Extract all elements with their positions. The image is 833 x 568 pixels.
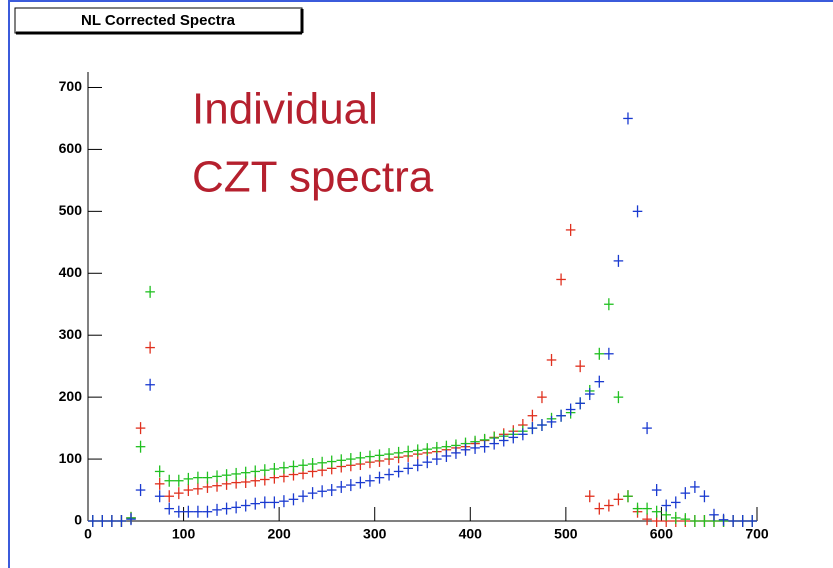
x-tick-label: 300 (363, 526, 387, 542)
y-tick-label: 0 (74, 512, 82, 528)
chart-title: NL Corrected Spectra (81, 12, 236, 29)
y-tick-label: 600 (59, 140, 83, 156)
title-box (14, 7, 303, 34)
y-tick-label: 200 (59, 388, 83, 404)
annotation: Individual (192, 85, 378, 134)
x-tick-label: 400 (459, 526, 483, 542)
y-tick-label: 400 (59, 264, 83, 280)
y-tick-label: 100 (59, 450, 83, 466)
x-tick-label: 600 (650, 526, 674, 542)
x-tick-label: 0 (84, 526, 92, 542)
y-tick-label: 300 (59, 326, 83, 342)
y-tick-label: 500 (59, 202, 83, 218)
y-tick-label: 700 (59, 78, 83, 94)
x-tick-label: 700 (745, 526, 769, 542)
x-tick-label: 500 (554, 526, 578, 542)
x-tick-label: 200 (267, 526, 291, 542)
x-tick-label: 100 (172, 526, 196, 542)
annotation: CZT spectra (192, 153, 434, 202)
